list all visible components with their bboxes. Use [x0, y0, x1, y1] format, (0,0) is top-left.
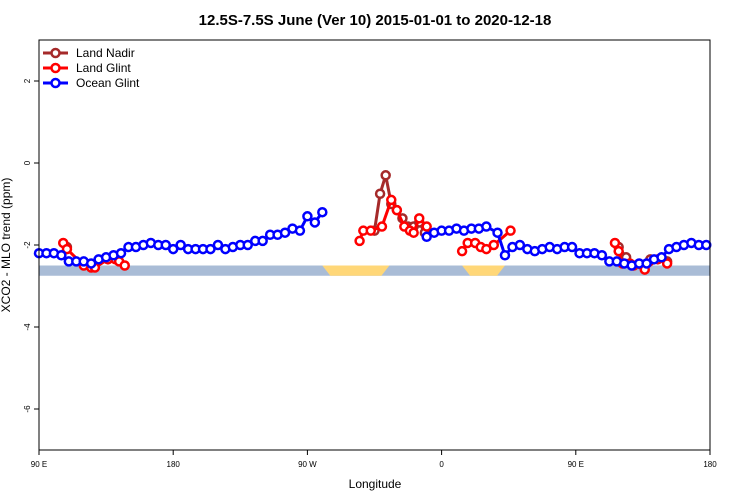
x-tick-label: 90 E [568, 460, 584, 469]
data-point [175, 239, 186, 251]
data-point [613, 245, 624, 257]
data-point [167, 243, 179, 255]
data-point [391, 204, 403, 216]
y-tick-label: -2 [23, 241, 32, 249]
data-point [413, 213, 425, 224]
legend-marker [50, 47, 61, 59]
data-point [456, 245, 468, 257]
x-axis-label: Longitude [349, 477, 402, 491]
y-tick-label: 0 [23, 160, 32, 165]
data-point [481, 221, 492, 232]
data-point [499, 250, 511, 261]
series-land-glint [57, 194, 673, 275]
plot-area [33, 170, 712, 276]
data-point [656, 252, 667, 263]
series-ocean-glint [33, 206, 712, 271]
data-point [212, 239, 224, 251]
data-point [115, 247, 127, 259]
data-point [374, 188, 386, 199]
x-tick-label: 90 W [298, 460, 317, 469]
land-band [322, 265, 390, 276]
data-point [481, 243, 492, 255]
y-tick-label: -4 [23, 323, 32, 331]
data-point [408, 227, 419, 238]
data-point [309, 217, 321, 228]
land-band [462, 265, 505, 276]
data-point [294, 225, 306, 236]
data-point [641, 258, 652, 269]
data-point [354, 235, 365, 247]
data-point [160, 239, 171, 251]
x-tick-label: 90 E [31, 460, 47, 469]
data-point [566, 241, 578, 253]
data-point [85, 258, 97, 269]
data-point [317, 206, 328, 218]
legend-label: Land Nadir [76, 46, 135, 60]
data-point [61, 243, 73, 255]
data-point [488, 239, 500, 251]
data-point [365, 225, 377, 236]
legend-label: Ocean Glint [76, 76, 140, 90]
legend-label: Land Glint [76, 61, 131, 75]
axis-ticks: 90 E 180 90 W 0 90 E 180 2 0 -2 -4 -6 [23, 78, 717, 469]
data-point [386, 194, 397, 206]
data-point [205, 243, 216, 255]
data-point [380, 170, 391, 181]
data-point [661, 258, 673, 269]
data-point [376, 221, 388, 232]
x-tick-label: 180 [703, 460, 717, 469]
data-point [514, 239, 526, 251]
data-point [701, 239, 712, 251]
y-tick-label: 2 [23, 78, 32, 83]
y-tick-label: -6 [23, 405, 32, 413]
data-point [56, 250, 67, 261]
data-point [609, 237, 621, 249]
data-point [257, 235, 268, 247]
data-point [492, 227, 503, 238]
x-tick-label: 0 [439, 460, 444, 469]
data-point [596, 250, 608, 261]
y-axis-label: XCO2 - MLO trend (ppm) [0, 178, 13, 313]
data-point [505, 225, 516, 236]
legend-marker [50, 77, 61, 89]
data-point [421, 221, 432, 232]
data-point [421, 231, 432, 243]
data-point [279, 227, 291, 238]
data-point [302, 211, 313, 222]
chart-title: 12.5S-7.5S June (Ver 10) 2015-01-01 to 2… [199, 12, 552, 29]
data-point [119, 260, 130, 271]
legend-marker [50, 62, 61, 74]
x-tick-label: 180 [167, 460, 181, 469]
data-point [242, 239, 254, 251]
